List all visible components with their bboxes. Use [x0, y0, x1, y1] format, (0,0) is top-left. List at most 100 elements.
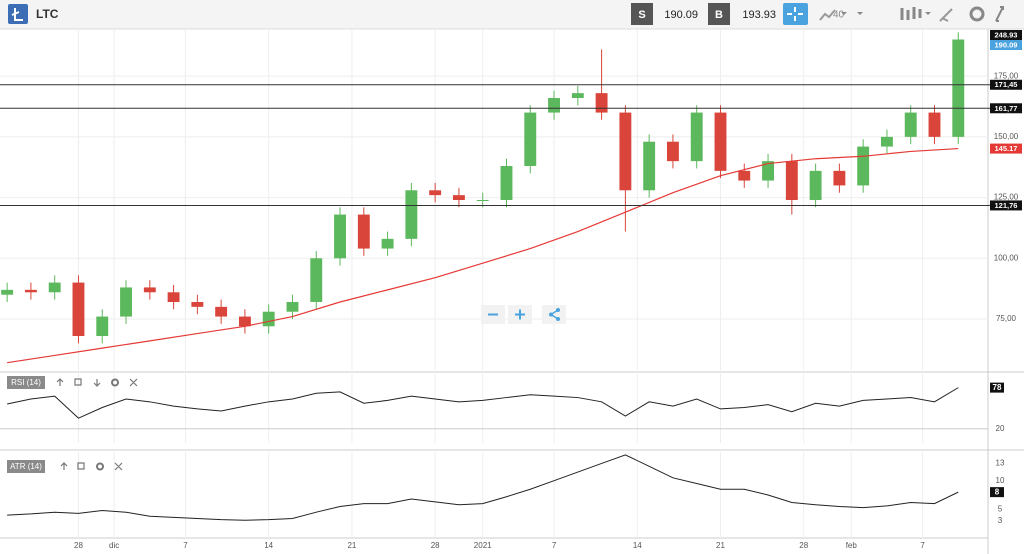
candle-body [143, 287, 156, 293]
draw-icon[interactable] [939, 8, 953, 22]
price-level-label-bg [990, 79, 1022, 90]
price-tag-bg [990, 30, 1022, 40]
x-tick-label: 14 [633, 541, 642, 550]
candle-body [167, 292, 180, 302]
sell-label[interactable]: S [638, 9, 645, 21]
candle-body [643, 141, 656, 191]
candle-body [191, 302, 204, 307]
x-tick-label: 28 [799, 541, 808, 550]
candle-body [833, 170, 846, 186]
candle-body [714, 112, 727, 171]
y-tick-label: 100,00 [994, 253, 1019, 262]
x-tick-label: 7 [183, 541, 188, 550]
x-tick-label: 2021 [474, 541, 492, 550]
buy-price: 193.93 [742, 9, 776, 21]
candle-body [880, 136, 893, 147]
sell-price: 190.09 [664, 9, 698, 21]
candle-body [120, 287, 132, 317]
indicator-value-bg [990, 487, 1004, 498]
x-tick-label: dic [109, 541, 119, 550]
candle-body [215, 306, 228, 317]
y-tick-label: 175,00 [994, 71, 1019, 80]
y-tick-label: 10 [996, 476, 1005, 485]
indicator-line [7, 387, 959, 419]
fullscreen-icon[interactable] [995, 6, 1004, 22]
x-tick-label: 21 [716, 541, 725, 550]
candle-body [334, 214, 346, 259]
price-level-label: 121,76 [995, 201, 1018, 210]
price-level-label-bg [990, 103, 1022, 114]
symbol: LTC [36, 7, 59, 21]
candle-body [738, 170, 751, 181]
candle-body [595, 93, 608, 113]
toolbar [0, 0, 1024, 29]
indicator-value: 8 [995, 488, 1000, 497]
candle-body [548, 98, 560, 113]
candle-body [500, 166, 513, 200]
candle-body [72, 282, 85, 336]
interval[interactable]: 40 [833, 10, 845, 21]
crosshair-button[interactable] [783, 3, 808, 25]
indicator-value: 78 [993, 383, 1002, 392]
chart-type-icon[interactable] [819, 9, 836, 21]
last-price-tag: 190.09 [995, 40, 1018, 49]
candle-body [405, 190, 418, 239]
candle-body [619, 112, 632, 191]
candle-body [357, 214, 370, 249]
candle-body [571, 93, 584, 98]
indicator-line [7, 454, 959, 521]
candle-body [904, 112, 917, 137]
x-tick-label: 14 [264, 541, 273, 550]
buy-button[interactable] [708, 3, 730, 25]
candle-body [429, 190, 442, 196]
y-tick-label: 13 [996, 459, 1005, 468]
x-tick-label: 28 [431, 541, 440, 550]
candle-body [690, 112, 703, 162]
price-level-label-bg [990, 200, 1022, 211]
moving-average [7, 147, 959, 364]
rsi-label-box[interactable] [7, 376, 45, 389]
candle-body [476, 200, 489, 201]
candle-body [381, 238, 394, 249]
indicator-icon[interactable] [900, 7, 922, 20]
price-level-label: 161,77 [995, 104, 1018, 113]
candle-body [785, 161, 798, 200]
indicator-value-bg [990, 382, 1004, 393]
moving-average-tag-bg [990, 143, 1022, 154]
candle-body [762, 161, 774, 181]
rsi-title: RSI (14) [11, 378, 41, 387]
moving-average-tag: 145.17 [995, 144, 1018, 153]
candle-body [96, 316, 109, 336]
x-tick-label: 7 [552, 541, 557, 550]
candle-body [524, 112, 537, 166]
y-tick-label: 5 [998, 504, 1003, 513]
candle-body [48, 282, 61, 293]
candle-body [809, 170, 822, 200]
x-tick-label: 7 [920, 541, 925, 550]
sell-button[interactable] [631, 3, 653, 25]
candle-body [310, 258, 323, 302]
settings-icon[interactable] [969, 6, 985, 22]
share-button[interactable] [542, 305, 566, 324]
y-tick-label: 20 [996, 424, 1005, 433]
candle-body [238, 316, 251, 327]
x-tick-label: 21 [347, 541, 356, 550]
candle-body [286, 302, 299, 312]
y-tick-label: 75,00 [996, 314, 1017, 323]
price-tag: 248.93 [995, 30, 1018, 39]
x-tick-label: 28 [74, 541, 83, 550]
candle-body [452, 195, 465, 200]
y-tick-label: 150,00 [994, 132, 1019, 141]
candle-body [857, 146, 870, 186]
candle-body [928, 112, 941, 137]
y-tick-label: 125,00 [994, 193, 1019, 202]
last-price-tag-bg [990, 40, 1022, 50]
buy-label[interactable]: B [715, 9, 723, 21]
atr-title: ATR (14) [10, 462, 42, 471]
atr-label-box[interactable] [7, 460, 45, 473]
candle-body [262, 311, 275, 327]
y-tick-label: 3 [998, 516, 1003, 525]
x-tick-label: feb [846, 541, 858, 550]
